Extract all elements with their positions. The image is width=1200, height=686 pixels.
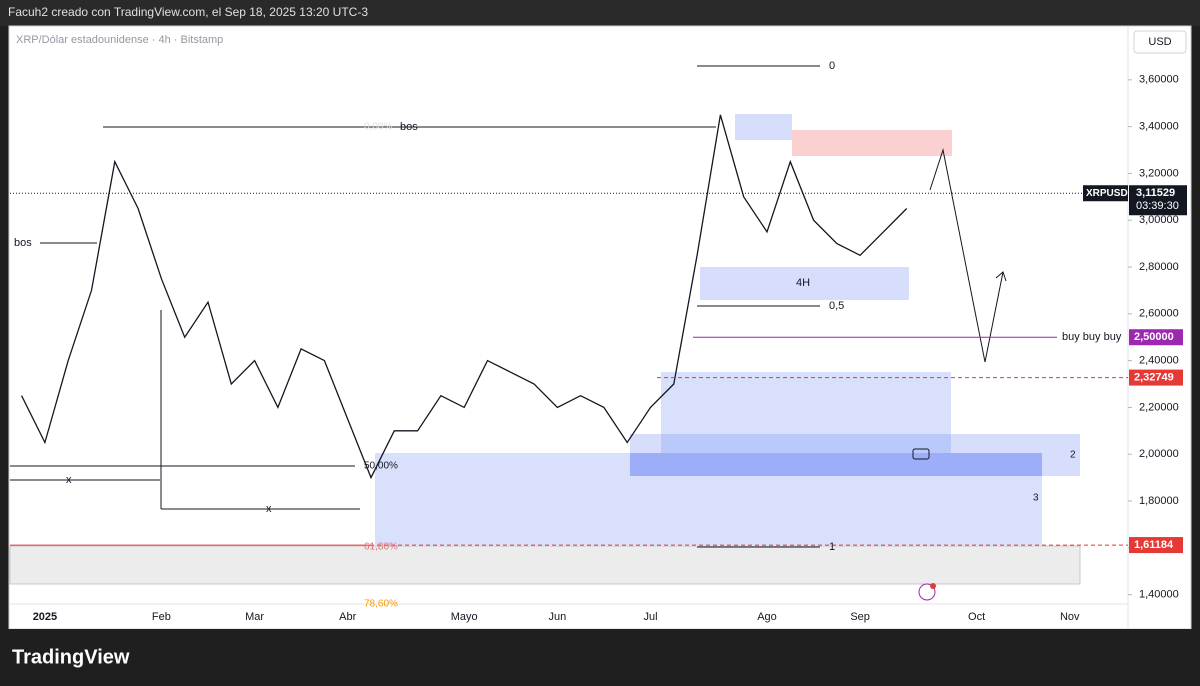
credit: Facuh2 creado con TradingView.com, el Se… [8, 5, 368, 19]
currency-box[interactable] [1133, 30, 1187, 54]
icon-dot [930, 583, 936, 589]
level-label: 2,32749 [1134, 372, 1174, 384]
y-tick-label: 2,80000 [1139, 261, 1179, 273]
currency: USD [1148, 36, 1171, 48]
chart-title: XRP/Dólar estadounidense · 4h · Bitstamp [16, 34, 223, 46]
annotation: 1 [829, 541, 835, 553]
y-tick-label: 1,80000 [1139, 495, 1179, 507]
annotation: 0,5 [829, 300, 844, 312]
x-tick-label: Mayo [451, 611, 478, 623]
zone-gray [9, 545, 1081, 585]
x-tick-label: 2025 [33, 611, 57, 623]
annotation: 2 [1070, 450, 1076, 461]
zone-upper [661, 372, 951, 453]
zones [9, 114, 1081, 585]
level-name: buy buy buy [1062, 331, 1122, 343]
x-tick-label: Abr [339, 611, 356, 623]
level-label-box [1129, 329, 1183, 346]
y-tick-label: 1,40000 [1139, 589, 1179, 601]
annotation: x [66, 474, 72, 486]
zone-3 [375, 453, 1042, 545]
brand: TradingView [12, 646, 130, 668]
x-tick-label: Feb [152, 611, 171, 623]
countdown: 03:39:30 [1136, 200, 1179, 212]
series-name-box [1083, 185, 1128, 202]
footer-bar [0, 629, 1200, 686]
annotation: x [266, 503, 272, 515]
x-tick-label: Sep [850, 611, 870, 623]
last-price-box [1129, 185, 1187, 216]
annotation: bos [400, 121, 418, 133]
icon-camera [912, 448, 930, 460]
zone-2 [630, 434, 1080, 476]
price-line [21, 114, 908, 480]
zone-overlap [630, 453, 1042, 476]
level-label: 1,61184 [1134, 539, 1174, 551]
y-tick-label: 3,20000 [1139, 167, 1179, 179]
y-tick-label: 2,40000 [1139, 355, 1179, 367]
projection-arrow [929, 148, 1004, 363]
arrow-head [995, 271, 1007, 282]
y-tick-label: 3,60000 [1139, 74, 1179, 86]
level-label-box [1129, 369, 1183, 386]
y-tick-label: 3,40000 [1139, 121, 1179, 133]
annotation: 4H [796, 277, 810, 289]
y-tick-label: 2,60000 [1139, 308, 1179, 320]
zone-top [735, 114, 792, 140]
x-tick-label: Jun [548, 611, 566, 623]
y-tick-label: 3,00000 [1139, 214, 1179, 226]
x-tick-label: Nov [1060, 611, 1080, 623]
level-label: 2,50000 [1134, 331, 1174, 343]
x-tick-label: Jul [643, 611, 657, 623]
annotation: 0 [829, 60, 835, 72]
level-label-box [1129, 537, 1183, 554]
x-tick-label: Oct [968, 611, 985, 623]
annotation: 0,00% [364, 122, 392, 133]
structure-lines [10, 65, 1007, 548]
annotation: 3 [1033, 493, 1039, 504]
header-bar [0, 0, 1200, 26]
series-name: XRPUSD [1086, 188, 1128, 199]
zone-supply [792, 130, 952, 156]
y-tick-label: 2,20000 [1139, 401, 1179, 413]
annotation: 78,60% [364, 599, 398, 610]
annotation: 61,80% [364, 542, 398, 553]
last-price-label: 3,11529 [1136, 187, 1175, 199]
annotation: 50,00% [364, 461, 398, 472]
icon-bolt [918, 583, 936, 601]
x-tick-label: Mar [245, 611, 264, 623]
zone-4h [700, 267, 909, 300]
x-tick-label: Ago [757, 611, 777, 623]
annotation: bos [14, 237, 32, 249]
y-tick-label: 2,00000 [1139, 448, 1179, 460]
